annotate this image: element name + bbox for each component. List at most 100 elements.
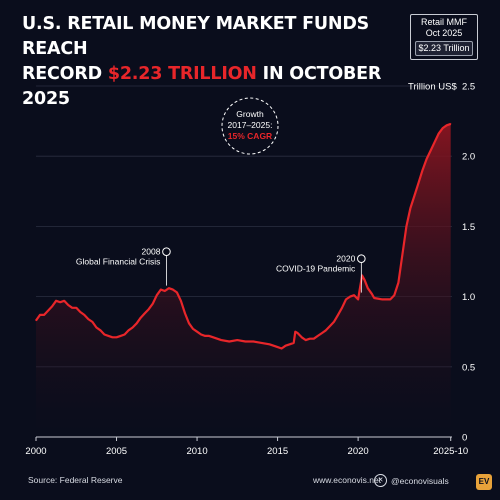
data-point xyxy=(200,333,202,336)
title-line-2-post: IN OCTOBER 2025 xyxy=(22,64,382,109)
data-point xyxy=(63,300,65,302)
data-point xyxy=(357,298,359,300)
data-point xyxy=(373,297,375,299)
data-point xyxy=(51,305,53,307)
data-point xyxy=(67,304,69,306)
area-fill xyxy=(36,123,451,438)
data-point xyxy=(164,290,166,292)
brand-logo: EV xyxy=(476,474,492,490)
data-point xyxy=(293,342,295,344)
data-point xyxy=(285,345,287,347)
annotation-marker xyxy=(357,254,366,263)
callout-line-2: 2017–2025: xyxy=(228,120,273,130)
data-point xyxy=(345,298,347,300)
data-point xyxy=(220,339,222,341)
data-point xyxy=(430,150,432,152)
title-line-2: RECORD $2.23 TRILLION IN OCTOBER 2025 xyxy=(22,62,382,112)
annotation-marker xyxy=(162,247,171,256)
x-tick-label: 2010 xyxy=(186,446,207,457)
data-point xyxy=(421,169,424,171)
data-point xyxy=(409,207,411,209)
x-tick-label: 2020 xyxy=(348,446,369,457)
data-point xyxy=(39,314,41,316)
data-point xyxy=(252,340,254,343)
data-point xyxy=(260,342,263,344)
data-point xyxy=(244,340,246,343)
data-point xyxy=(401,253,403,256)
data-point xyxy=(228,340,230,343)
data-point xyxy=(160,289,162,291)
data-point xyxy=(212,336,214,338)
growth-callout-circle xyxy=(221,97,279,155)
data-point xyxy=(71,307,73,309)
data-point xyxy=(99,329,101,331)
annotation-text: COVID-19 Pandemic xyxy=(276,264,356,274)
data-point xyxy=(321,332,323,334)
data-point xyxy=(172,289,174,291)
data-point xyxy=(184,312,186,314)
data-point xyxy=(359,289,361,291)
data-point xyxy=(277,346,279,348)
annotation-year: 2020 xyxy=(336,254,355,264)
data-point xyxy=(43,314,45,316)
data-point xyxy=(204,335,206,337)
data-point xyxy=(91,321,93,323)
axes: 0 0.5 1.0 1.5 2.0 2.5 Trillion US$ 2000 2005 2010… xyxy=(25,82,475,458)
data-point xyxy=(325,329,327,331)
badge-line-1: Retail MMF xyxy=(420,17,467,27)
data-point xyxy=(367,287,369,289)
data-point xyxy=(363,279,366,281)
x-tick-label: 2015 xyxy=(267,446,288,457)
annotation-text: Global Financial Crisis xyxy=(76,257,161,267)
data-point xyxy=(47,310,49,312)
data-point xyxy=(297,332,299,334)
callout-cagr: 15% CAGR xyxy=(228,131,272,141)
data-point xyxy=(236,339,238,341)
data-point xyxy=(115,336,118,338)
y-tick-label: 0 xyxy=(462,433,467,444)
source-note: Source: Federal Reserve xyxy=(28,475,123,485)
data-point xyxy=(132,326,134,329)
area-fill-path xyxy=(36,123,451,438)
data-point xyxy=(180,300,182,302)
data-points xyxy=(35,123,452,350)
data-point xyxy=(349,296,351,298)
badge-value: $2.23 Trillion xyxy=(415,41,473,56)
data-point xyxy=(111,336,114,338)
data-point xyxy=(305,339,307,341)
chart-title: U.S. RETAIL MONEY MARKET FUNDS REACH REC… xyxy=(22,12,382,112)
data-point xyxy=(397,282,399,284)
data-point xyxy=(59,301,61,303)
data-point xyxy=(103,333,105,336)
data-point xyxy=(75,307,77,309)
social-handle[interactable]: ✕ @econovisuals xyxy=(374,474,449,487)
data-point xyxy=(329,325,331,327)
y-tick-label: 1.0 xyxy=(462,292,475,303)
data-point xyxy=(136,322,138,324)
data-point xyxy=(317,335,319,337)
y-axis-label: Trillion US$ xyxy=(408,82,457,93)
data-point xyxy=(371,293,373,295)
data-point xyxy=(176,291,178,293)
data-point xyxy=(188,322,190,324)
data-point xyxy=(208,335,210,337)
data-point xyxy=(438,133,440,135)
x-logo-icon: ✕ xyxy=(374,474,387,487)
y-tick-label: 2.0 xyxy=(462,152,475,163)
annotation-year: 2008 xyxy=(142,247,161,257)
data-point xyxy=(87,318,89,320)
data-point xyxy=(289,343,291,345)
data-point xyxy=(140,317,142,319)
data-point xyxy=(55,300,57,302)
data-point xyxy=(361,274,363,277)
data-point xyxy=(95,326,97,329)
data-point xyxy=(83,314,85,316)
data-point xyxy=(313,338,315,340)
data-point xyxy=(426,158,428,160)
x-tick-label: 2000 xyxy=(25,446,46,457)
latest-value-badge: Retail MMF Oct 2025 $2.23 Trillion xyxy=(410,14,478,60)
website-link[interactable]: www.econovis.net xyxy=(313,475,382,485)
data-point xyxy=(405,225,407,227)
y-tick-label: 2.5 xyxy=(462,82,475,93)
